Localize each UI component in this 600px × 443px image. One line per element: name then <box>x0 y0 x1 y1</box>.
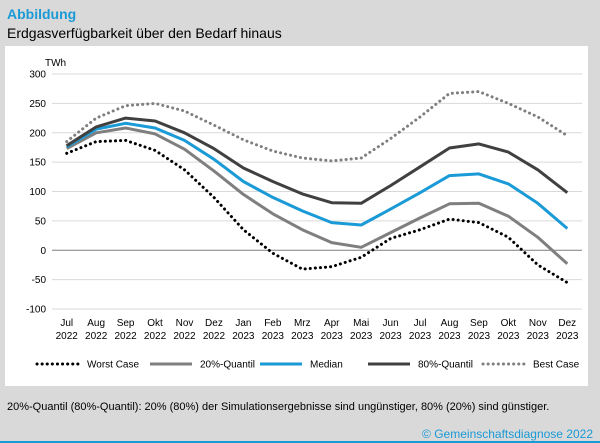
x-tick-label: Okt <box>501 318 517 329</box>
y-tick-label: 300 <box>29 70 46 81</box>
x-tick-label: Aug <box>87 318 105 329</box>
series-line-worst-case <box>65 138 569 285</box>
y-tick-label: -100 <box>26 305 46 316</box>
header-label: Abbildung <box>7 6 77 22</box>
x-tick-label-year: 2023 <box>468 331 491 342</box>
x-tick-label: Jan <box>235 318 251 329</box>
x-tick-label-year: 2023 <box>350 331 373 342</box>
y-tick-label: 100 <box>29 187 46 198</box>
x-tick-label: Nov <box>176 318 194 329</box>
x-tick-label-year: 2022 <box>85 331 108 342</box>
y-tick-label: 250 <box>29 99 46 110</box>
x-tick-label: Jun <box>383 318 399 329</box>
x-tick-label: Jul <box>60 318 73 329</box>
x-tick-label-year: 2023 <box>438 331 461 342</box>
x-tick-label-year: 2022 <box>203 331 226 342</box>
series-line-best-case <box>65 90 569 163</box>
footnote: 20%-Quantil (80%-Quantil): 20% (80%) der… <box>7 401 550 413</box>
x-tick-label: Apr <box>324 318 340 329</box>
legend-label-80-quantil: 80%-Quantil <box>418 360 473 371</box>
x-tick-label-year: 2022 <box>56 331 79 342</box>
x-tick-label-year: 2023 <box>527 331 550 342</box>
x-tick-label: Jul <box>414 318 427 329</box>
series-line-20-quantil <box>65 126 569 265</box>
x-tick-label-year: 2023 <box>409 331 432 342</box>
legend-label-worst-case: Worst Case <box>87 360 139 371</box>
legend-label-best-case: Best Case <box>533 360 580 371</box>
x-tick-label-year: 2023 <box>291 331 314 342</box>
x-tick-label-year: 2022 <box>173 331 196 342</box>
chart-title: Erdgasverfügbarkeit über den Bedarf hina… <box>7 25 282 41</box>
y-tick-label: 150 <box>29 158 46 169</box>
y-tick-label: 50 <box>35 216 47 227</box>
x-tick-label-year: 2023 <box>497 331 520 342</box>
x-tick-label-year: 2023 <box>379 331 402 342</box>
x-tick-label: Feb <box>264 318 282 329</box>
y-tick-label: 200 <box>29 128 46 139</box>
legend-label-median: Median <box>310 360 343 371</box>
x-tick-label: Mrz <box>294 318 311 329</box>
series-line-80-quantil <box>65 116 569 205</box>
y-tick-label: -50 <box>32 275 47 286</box>
y-unit-label: TWh <box>45 58 66 69</box>
chart-area: -100 -50 0 50 100 150 200 250 300 Jul 2022 Aug 2022… <box>5 46 588 386</box>
x-tick-label: Dez <box>558 318 576 329</box>
x-tick-label: Nov <box>529 318 547 329</box>
line-chart: -100 -50 0 50 100 150 200 250 300 Jul 2022 Aug 2022… <box>26 58 582 371</box>
x-tick-label: Okt <box>147 318 163 329</box>
x-tick-label: Sep <box>117 318 135 329</box>
y-tick-label: 0 <box>40 246 46 257</box>
x-tick-label-year: 2023 <box>321 331 344 342</box>
x-tick-label-year: 2023 <box>232 331 255 342</box>
x-tick-label: Aug <box>441 318 459 329</box>
series-line-median <box>65 121 569 230</box>
x-tick-label: Mai <box>353 318 369 329</box>
legend-label-20-quantil: 20%-Quantil <box>200 360 255 371</box>
x-tick-label-year: 2022 <box>144 331 167 342</box>
source-credit: © Gemeinschaftsdiagnose 2022 <box>422 427 593 441</box>
x-tick-label-year: 2022 <box>114 331 137 342</box>
x-tick-label: Sep <box>470 318 488 329</box>
x-tick-label-year: 2023 <box>556 331 579 342</box>
bottom-rule <box>0 441 600 443</box>
x-tick-label: Dez <box>205 318 223 329</box>
x-tick-label-year: 2023 <box>262 331 285 342</box>
